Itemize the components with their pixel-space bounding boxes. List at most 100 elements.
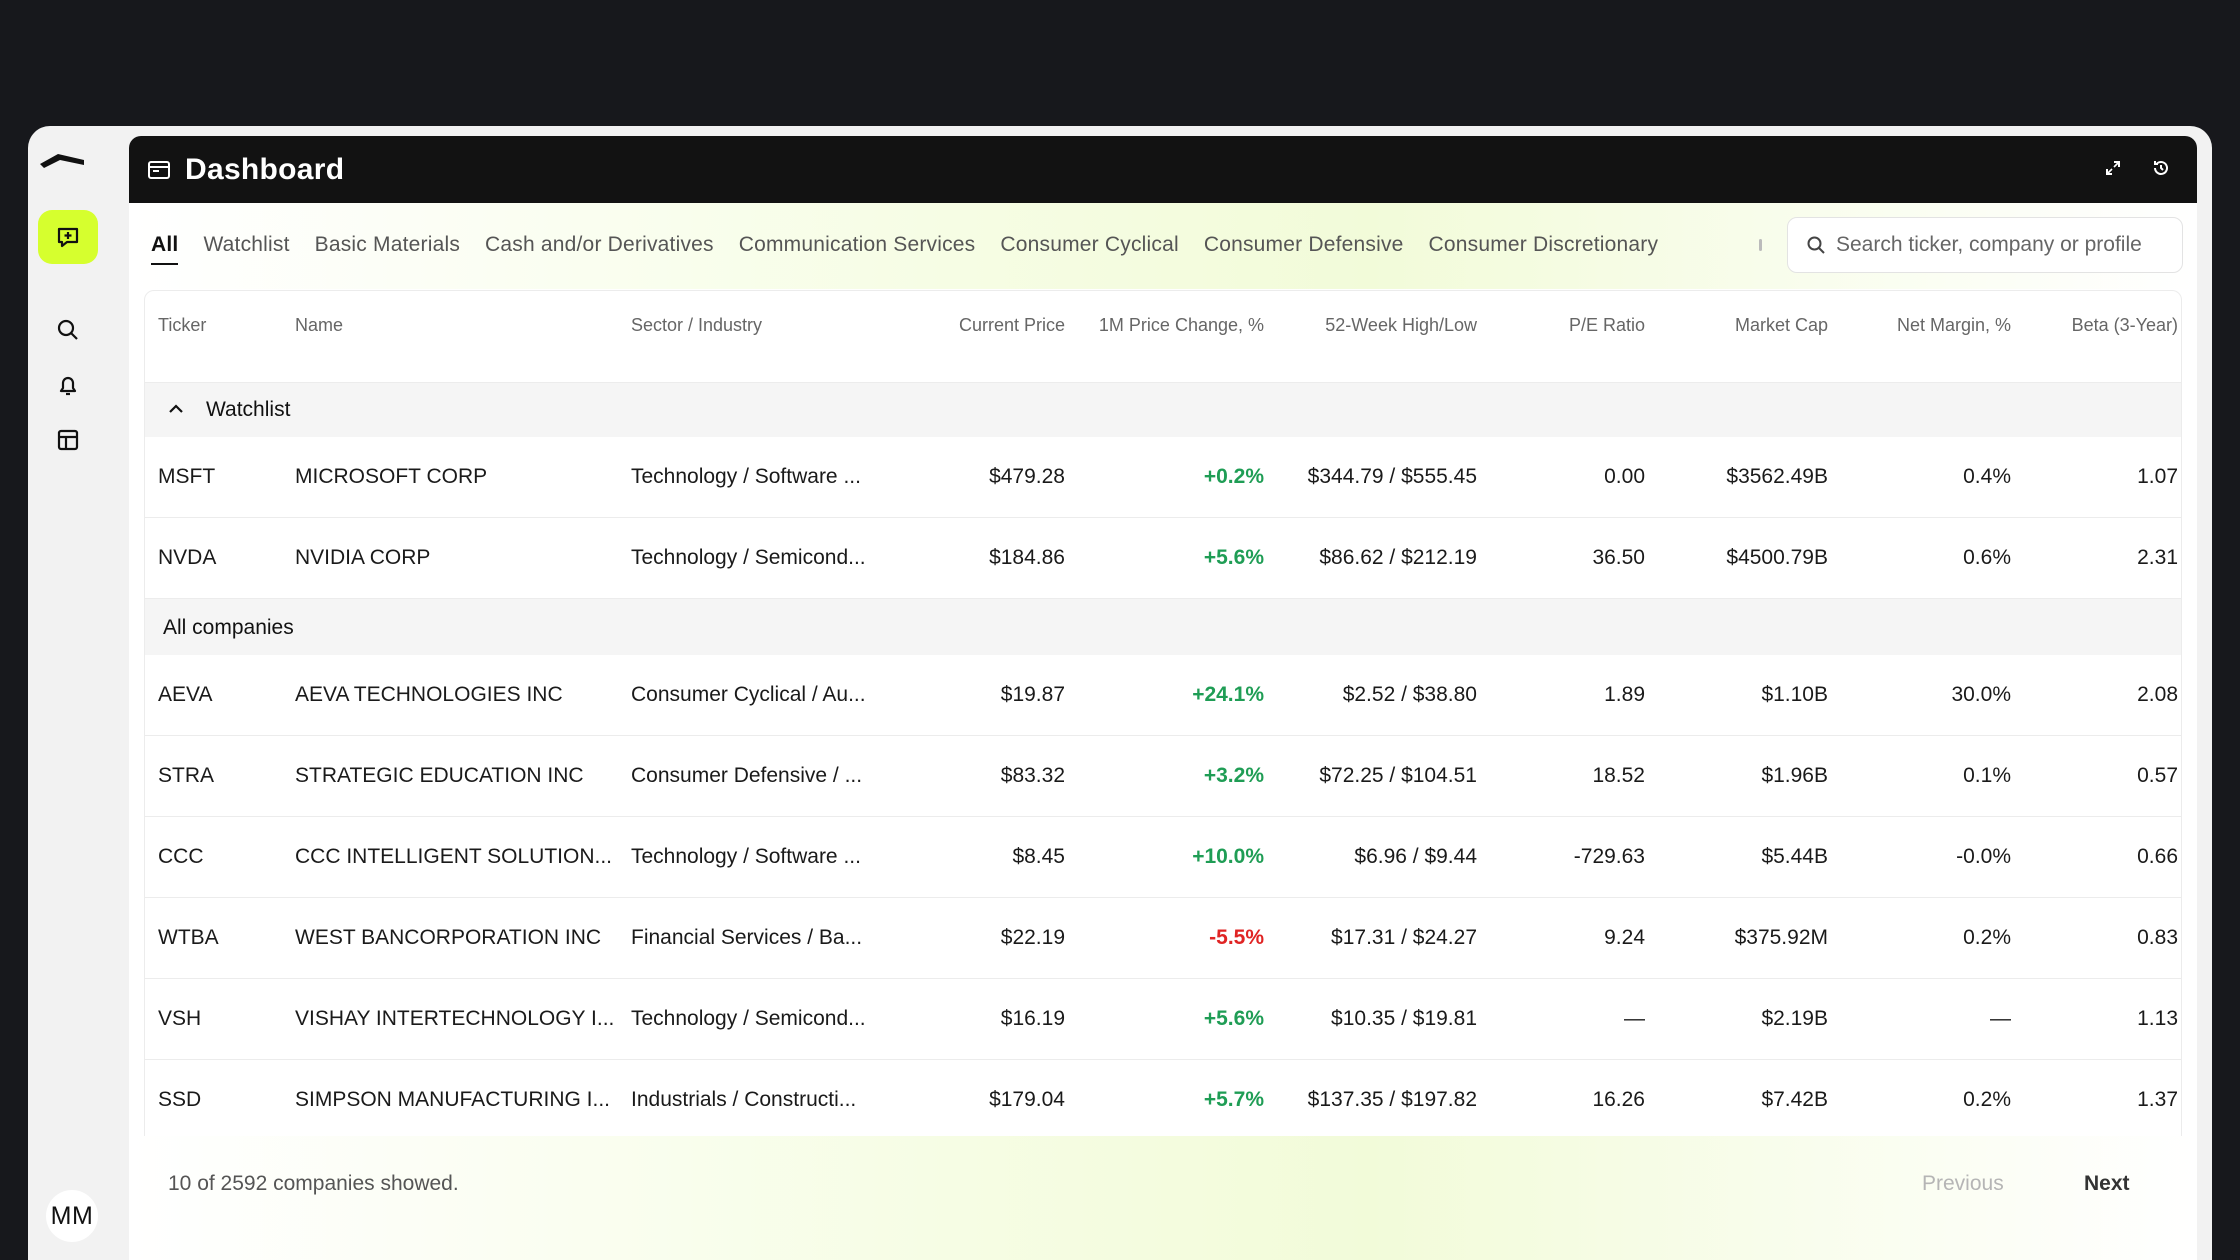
price-change-cell: +0.2% [1203,465,1264,488]
tab-watchlist[interactable]: Watchlist [203,233,290,256]
market-cap-cell: $375.92M [1734,926,1828,949]
col-hilo[interactable]: 52-Week High/Low [1325,315,1477,335]
net-margin-cell: 0.2% [1963,926,2011,949]
market-cap-cell: $1.96B [1761,764,1828,787]
beta-cell: 1.13 [2137,1007,2178,1030]
chevron-up-icon[interactable] [167,402,185,416]
search-box[interactable] [1787,217,2183,273]
sector-cell: Consumer Cyclical / Au... [631,683,866,706]
high-low-cell: $10.35 / $19.81 [1331,1007,1477,1030]
col-price[interactable]: Current Price [958,315,1065,335]
new-chat-button[interactable] [38,210,98,264]
tab-basic-materials[interactable]: Basic Materials [314,233,461,256]
high-low-cell: $86.62 / $212.19 [1319,546,1477,569]
tab-consumer-cyclical[interactable]: Consumer Cyclical [1000,233,1179,256]
sector-cell: Technology / Semicond... [631,546,866,569]
high-low-cell: $137.35 / $197.82 [1307,1088,1477,1111]
ticker-cell: CCC [158,845,204,868]
tabs-scroll-indicator[interactable] [1759,239,1762,251]
pe-ratio-cell: 16.26 [1592,1088,1645,1111]
high-low-cell: $2.52 / $38.80 [1342,683,1477,706]
ticker-cell: STRA [158,764,215,787]
sector-cell: Industrials / Constructi... [631,1088,857,1111]
pe-ratio-cell: 18.52 [1592,764,1645,787]
col-beta[interactable]: Beta (3-Year) [2071,315,2178,335]
notifications-button[interactable] [54,372,82,400]
price-cell: $8.45 [1012,845,1065,868]
col-sector[interactable]: Sector / Industry [631,315,763,335]
ticker-cell: WTBA [158,926,219,949]
tab-consumer-discretionary[interactable]: Consumer Discretionary [1428,233,1659,256]
pe-ratio-cell: 0.00 [1604,465,1645,488]
filter-bar: All Watchlist Basic Materials Cash and/o… [129,203,2197,289]
history-icon[interactable] [2151,158,2171,178]
col-pe[interactable]: P/E Ratio [1568,315,1645,335]
all-companies-group-label: All companies [163,616,294,639]
price-cell: $179.04 [989,1088,1065,1111]
expand-icon[interactable] [2103,158,2123,178]
price-change-cell: +5.6% [1203,546,1264,569]
col-margin[interactable]: Net Margin, % [1896,315,2011,335]
market-cap-cell: $3562.49B [1726,465,1828,488]
search-icon [1807,236,1825,254]
col-change[interactable]: 1M Price Change, % [1098,315,1264,335]
sector-cell: Consumer Defensive / ... [631,764,863,787]
table-nav-button[interactable] [54,426,82,454]
company-name-cell: VISHAY INTERTECHNOLOGY I... [295,1007,615,1030]
col-name[interactable]: Name [295,315,344,335]
high-low-cell: $6.96 / $9.44 [1354,845,1477,868]
table-row[interactable]: CCC CCC INTELLIGENT SOLUTION... Technology… [145,817,2181,898]
watchlist-group-header[interactable]: Watchlist [145,383,2181,437]
search-nav-button[interactable] [54,316,82,344]
beta-cell: 1.07 [2137,465,2178,488]
sector-cell: Technology / Software ... [631,465,861,488]
table-footer: 10 of 2592 companies showed. Previous Ne… [129,1136,2197,1260]
table-row[interactable]: MSFT MICROSOFT CORP Technology / Software … [145,437,2181,518]
high-low-cell: $344.79 / $555.45 [1307,465,1477,488]
user-avatar[interactable]: MM [46,1190,98,1242]
pe-ratio-cell: — [1624,1007,1645,1030]
price-cell: $83.32 [1000,764,1065,787]
table-row[interactable]: SSD SIMPSON MANUFACTURING I... Industrials… [145,1060,2181,1141]
search-input[interactable] [1836,233,2176,257]
table-icon [57,429,79,451]
net-margin-cell: 0.1% [1963,764,2011,787]
pe-ratio-cell: 9.24 [1604,926,1645,949]
beta-cell: 2.31 [2137,546,2178,569]
pe-ratio-cell: -729.63 [1573,845,1645,868]
all-companies-group-header: All companies [145,599,2181,655]
tab-cash-derivatives[interactable]: Cash and/or Derivatives [485,233,714,256]
beta-cell: 0.66 [2137,845,2178,868]
tab-consumer-defensive[interactable]: Consumer Defensive [1203,233,1404,256]
all-company-rows: AEVA AEVA TECHNOLOGIES INC Consumer Cyclic… [145,655,2181,1141]
price-change-cell: +24.1% [1192,683,1264,706]
dashboard-icon [148,160,170,179]
table-row[interactable]: VSH VISHAY INTERTECHNOLOGY I... Technology… [145,979,2181,1060]
beta-cell: 0.57 [2137,764,2178,787]
ticker-cell: VSH [158,1007,202,1030]
market-cap-cell: $1.10B [1761,683,1828,706]
price-cell: $22.19 [1000,926,1065,949]
table-row[interactable]: WTBA WEST BANCORPORATION INC Financial Ser… [145,898,2181,979]
tab-communication-services[interactable]: Communication Services [738,233,976,256]
market-cap-cell: $7.42B [1761,1088,1828,1111]
table-row[interactable]: NVDA NVIDIA CORP Technology / Semicond... $… [145,518,2181,599]
previous-button[interactable]: Previous [1922,1172,2004,1195]
net-margin-cell: — [1990,1007,2011,1030]
company-name-cell: NVIDIA CORP [295,546,431,569]
company-name-cell: AEVA TECHNOLOGIES INC [295,683,563,706]
col-cap[interactable]: Market Cap [1734,315,1828,335]
table-row[interactable]: AEVA AEVA TECHNOLOGIES INC Consumer Cyclic… [145,655,2181,736]
beta-cell: 2.08 [2137,683,2178,706]
net-margin-cell: 30.0% [1951,683,2011,706]
next-button[interactable]: Next [2084,1172,2130,1195]
price-change-cell: +5.6% [1203,1007,1264,1030]
col-ticker[interactable]: Ticker [158,315,207,335]
company-name-cell: CCC INTELLIGENT SOLUTION... [295,845,612,868]
table-row[interactable]: STRA STRATEGIC EDUCATION INC Consumer Defe… [145,736,2181,817]
price-change-cell: +5.7% [1203,1088,1264,1111]
price-change-cell: +10.0% [1192,845,1264,868]
logo-icon[interactable] [38,146,86,174]
watchlist-rows: MSFT MICROSOFT CORP Technology / Software … [145,437,2181,599]
tab-all[interactable]: All [151,233,179,265]
